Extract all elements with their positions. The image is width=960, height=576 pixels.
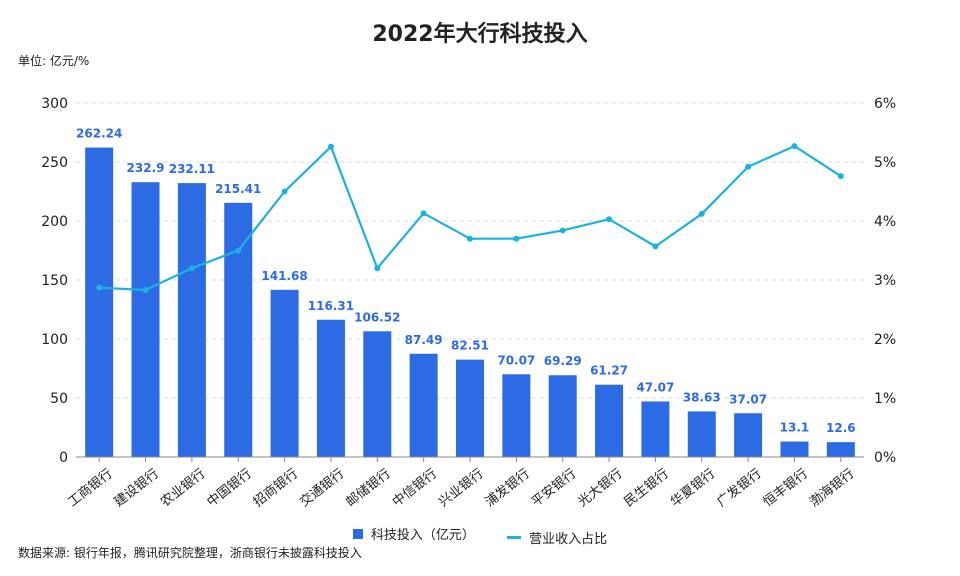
ratio-point <box>791 143 798 150</box>
bar <box>177 183 206 457</box>
x-axis-category-label: 交通银行 <box>297 466 348 511</box>
source-note: 数据来源: 银行年报，腾讯研究院整理，浙商银行未披露科技投入 <box>18 546 362 560</box>
ratio-point <box>606 216 613 223</box>
bar-value-label: 70.07 <box>497 353 535 367</box>
bar-value-label: 47.07 <box>636 380 674 394</box>
right-axis-tick-label: 0% <box>874 450 896 466</box>
x-axis-category-label: 农业银行 <box>158 466 208 510</box>
bar-series <box>85 147 855 458</box>
ratio-point <box>142 287 149 294</box>
bar <box>687 411 716 457</box>
legend-line-label: 营业收入占比 <box>529 531 608 547</box>
bar <box>641 401 670 457</box>
ratio-point <box>374 265 381 272</box>
ratio-point <box>188 265 195 272</box>
x-axis-category-label: 建设银行 <box>112 466 162 510</box>
left-axis-tick-label: 250 <box>41 155 68 171</box>
bar-value-label: 141.68 <box>261 269 307 283</box>
bar <box>270 289 299 457</box>
ratio-point <box>467 235 473 242</box>
right-axis-tick-label: 4% <box>874 214 896 230</box>
ratio-point <box>327 143 334 150</box>
bar-value-label: 38.63 <box>683 390 721 404</box>
x-axis-category-label: 广发银行 <box>714 466 765 511</box>
bar-value-label: 87.49 <box>405 333 443 347</box>
x-axis-category-label: 光大银行 <box>575 466 625 510</box>
legend-bar-swatch <box>352 528 363 539</box>
bar <box>363 331 392 457</box>
ratio-point <box>652 243 659 250</box>
x-axis-category-label: 招商银行 <box>251 466 301 510</box>
x-axis-category-label: 平安银行 <box>529 466 579 510</box>
x-axis-category-label: 邮储银行 <box>344 466 394 510</box>
bar-value-label: 262.24 <box>76 127 122 141</box>
right-axis-tick-label: 1% <box>874 391 896 407</box>
bar <box>502 374 531 457</box>
legend-item-bar[interactable]: 科技投入（亿元） <box>352 524 475 543</box>
left-axis-tick-label: 100 <box>41 332 68 348</box>
bar-value-label: 61.27 <box>590 364 628 378</box>
right-axis-tick-label: 5% <box>874 155 896 171</box>
ratio-point <box>281 188 288 195</box>
ratio-point <box>559 227 566 234</box>
legend-item-line[interactable]: 营业收入占比 <box>507 528 607 547</box>
line-series <box>96 143 844 294</box>
ratio-point <box>837 173 844 180</box>
x-axis-category-label: 恒丰银行 <box>761 466 811 510</box>
bar <box>734 413 763 457</box>
left-axis-tick-label: 300 <box>41 96 68 112</box>
x-axis-category-label: 工商银行 <box>65 466 115 510</box>
legend-line-swatch <box>507 535 522 539</box>
legend: 科技投入（亿元） 营业收入占比 <box>0 524 960 547</box>
left-axis-tick-label: 0 <box>59 450 68 466</box>
bar <box>595 384 624 457</box>
unit-label: 单位: 亿元/% <box>18 54 90 68</box>
ratio-point <box>420 210 427 217</box>
x-axis-category-label: 渤海银行 <box>806 466 857 511</box>
bar-value-label: 116.31 <box>308 299 354 313</box>
chart-title: 2022年大行科技投入 <box>372 22 588 47</box>
right-axis-tick-label: 6% <box>874 96 896 112</box>
bar <box>548 375 577 457</box>
x-axis-category-label: 华夏银行 <box>668 466 718 510</box>
bar <box>456 359 484 457</box>
x-axis-category-label: 中国银行 <box>204 466 254 510</box>
ratio-point <box>235 247 242 254</box>
bar-value-label: 13.1 <box>780 421 810 435</box>
ratio-point <box>698 210 705 217</box>
legend-bar-label: 科技投入（亿元） <box>370 528 475 543</box>
x-axis-category-label: 兴业银行 <box>436 466 486 510</box>
x-axis-category-label: 民生银行 <box>622 466 672 510</box>
bar <box>131 182 160 458</box>
ratio-point <box>513 235 520 242</box>
bar-value-label: 12.6 <box>826 421 856 435</box>
bar-value-label: 69.29 <box>544 354 582 368</box>
bar-value-label: 215.41 <box>215 182 261 196</box>
bar-value-label: 37.07 <box>729 392 767 406</box>
left-axis-tick-label: 150 <box>41 273 68 289</box>
bar <box>85 147 114 457</box>
bar <box>826 442 855 457</box>
bar <box>224 202 253 457</box>
ratio-point <box>745 163 752 170</box>
right-axis-tick-label: 3% <box>874 273 896 289</box>
left-axis-tick-label: 50 <box>50 391 68 407</box>
right-axis-tick-label: 2% <box>874 332 896 348</box>
x-axis-category-label: 浦发银行 <box>482 466 533 511</box>
bar-value-label: 82.51 <box>451 339 489 353</box>
ratio-point <box>96 284 103 291</box>
left-axis-tick-label: 200 <box>41 214 68 230</box>
bar-value-label: 232.11 <box>169 162 215 176</box>
bar <box>780 441 809 457</box>
bar <box>316 319 345 457</box>
bar <box>409 353 438 457</box>
bar-value-label: 232.9 <box>127 161 165 175</box>
bar-value-label: 106.52 <box>354 310 400 324</box>
x-axis-category-label: 中信银行 <box>390 466 440 510</box>
